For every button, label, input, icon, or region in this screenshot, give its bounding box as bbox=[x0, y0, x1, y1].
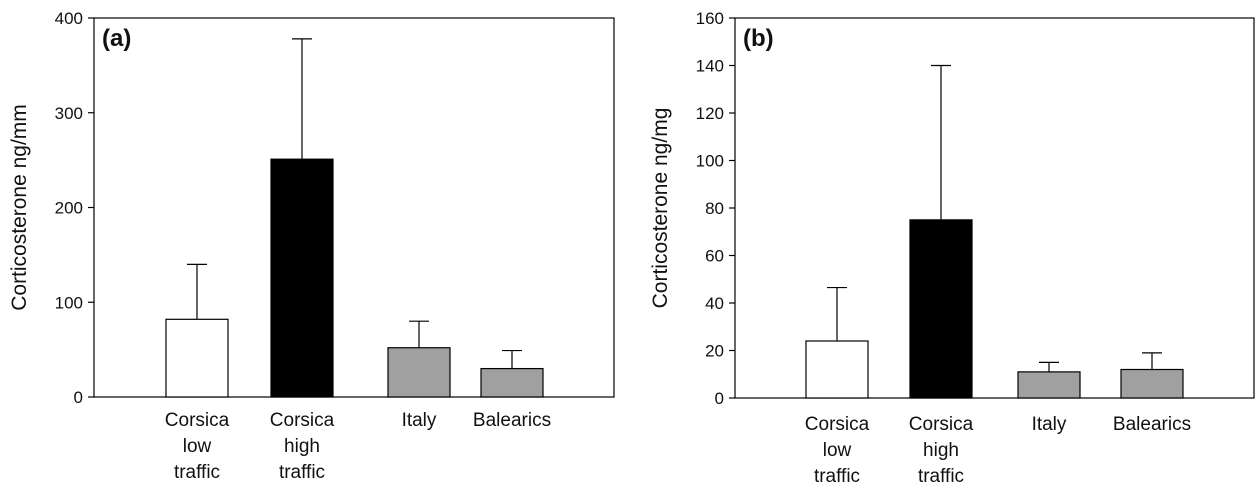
x-category-label: traffic bbox=[279, 462, 325, 483]
y-tick-label: 80 bbox=[705, 199, 724, 218]
y-tick-label: 20 bbox=[705, 342, 724, 361]
y-tick-label: 0 bbox=[715, 389, 724, 408]
x-category-label: low bbox=[183, 436, 212, 457]
bar bbox=[165, 318, 229, 398]
y-axis-title: Corticosterone ng/mm bbox=[8, 104, 31, 311]
x-category-label: traffic bbox=[918, 466, 964, 487]
y-tick-label: 200 bbox=[55, 199, 83, 218]
bar bbox=[1120, 368, 1184, 399]
bar bbox=[387, 347, 451, 398]
bar bbox=[1017, 371, 1081, 399]
y-tick-label: 400 bbox=[55, 9, 83, 28]
bar bbox=[270, 158, 334, 398]
x-category-label: Balearics bbox=[1113, 414, 1191, 435]
x-category-label: Italy bbox=[402, 410, 437, 431]
x-category-label: Corsica bbox=[805, 414, 870, 435]
y-tick-label: 140 bbox=[696, 57, 724, 76]
chart-panel-a: 0 100 200 300 400 Corticosterone ng/mm (a) Cors… bbox=[8, 9, 615, 483]
x-category-label: Corsica bbox=[909, 414, 974, 435]
x-category-label: Corsica bbox=[165, 410, 230, 431]
y-tick-label: 100 bbox=[696, 152, 724, 171]
y-tick-label: 40 bbox=[705, 294, 724, 313]
y-tick-label: 160 bbox=[696, 9, 724, 28]
x-category-label: Italy bbox=[1032, 414, 1067, 435]
y-tick-label: 0 bbox=[74, 388, 83, 407]
chart-panel-b: 0 20 40 60 80 100 120 140 160 Corticosterone ng/m… bbox=[649, 9, 1255, 487]
bar bbox=[909, 219, 973, 399]
x-category-label: Balearics bbox=[473, 410, 551, 431]
y-tick-label: 60 bbox=[705, 247, 724, 266]
bar bbox=[805, 340, 869, 399]
y-tick-label: 120 bbox=[696, 104, 724, 123]
x-category-label: low bbox=[823, 440, 852, 461]
bar bbox=[480, 367, 544, 398]
y-tick-label: 300 bbox=[55, 104, 83, 123]
x-category-label: traffic bbox=[174, 462, 220, 483]
panel-label: (b) bbox=[743, 25, 774, 52]
y-tick-label: 100 bbox=[55, 293, 83, 312]
x-category-label: traffic bbox=[814, 466, 860, 487]
x-category-label: high bbox=[923, 440, 959, 461]
y-axis-title: Corticosterone ng/mg bbox=[649, 108, 672, 309]
panel-label: (a) bbox=[102, 25, 131, 52]
x-category-label: Corsica bbox=[270, 410, 335, 431]
x-category-label: high bbox=[284, 436, 320, 457]
